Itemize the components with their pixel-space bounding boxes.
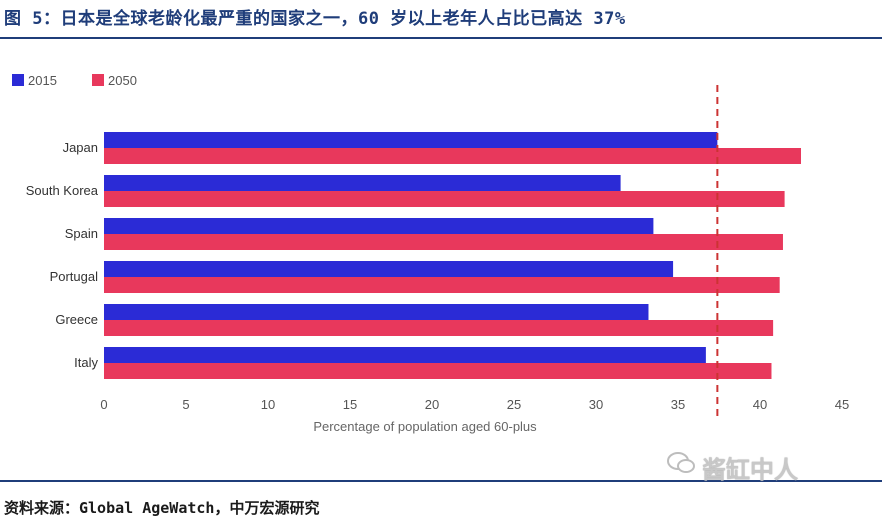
legend-label-2015: 2015 — [28, 73, 57, 88]
bar-japan-2015 — [104, 132, 718, 148]
legend-swatch-2015 — [12, 74, 24, 86]
category-label: Portugal — [50, 269, 99, 284]
bar-south-korea-2050 — [104, 191, 785, 207]
x-tick-label: 0 — [100, 397, 107, 412]
source-rule — [0, 480, 882, 482]
bar-italy-2015 — [104, 347, 706, 363]
legend: 2015 2050 — [12, 73, 137, 88]
bars-group — [104, 132, 801, 379]
source-note: 资料来源：Global AgeWatch，中万宏源研究 — [4, 499, 320, 517]
category-label: Italy — [74, 355, 98, 370]
x-tick-label: 10 — [261, 397, 275, 412]
bar-spain-2050 — [104, 234, 783, 250]
bar-portugal-2015 — [104, 261, 674, 277]
bar-spain-2015 — [104, 218, 654, 234]
x-tick-label: 15 — [343, 397, 357, 412]
watermark-text: 酱缸中人 — [702, 457, 798, 484]
bar-japan-2050 — [104, 148, 801, 164]
figure-title: 图 5：日本是全球老龄化最严重的国家之一，60 岁以上老年人占比已高达 37% — [4, 9, 626, 29]
x-tick-label: 5 — [182, 397, 189, 412]
x-tick-label: 30 — [589, 397, 603, 412]
wechat-icon — [667, 452, 695, 473]
legend-label-2050: 2050 — [108, 73, 137, 88]
bar-greece-2050 — [104, 320, 774, 336]
x-tick-label: 45 — [835, 397, 849, 412]
category-label: South Korea — [26, 183, 99, 198]
category-label: Greece — [55, 312, 98, 327]
x-axis-title: Percentage of population aged 60-plus — [313, 419, 537, 434]
bar-greece-2015 — [104, 304, 649, 320]
category-labels: Japan South Korea Spain Portugal Greece Italy — [26, 140, 99, 370]
bar-italy-2050 — [104, 363, 772, 379]
x-tick-label: 25 — [507, 397, 521, 412]
x-tick-label: 35 — [671, 397, 685, 412]
x-tick-labels: 0 5 10 15 20 25 30 35 40 45 — [100, 397, 849, 412]
bar-south-korea-2015 — [104, 175, 621, 191]
category-label: Japan — [63, 140, 98, 155]
bar-portugal-2050 — [104, 277, 780, 293]
legend-swatch-2050 — [92, 74, 104, 86]
x-tick-label: 20 — [425, 397, 439, 412]
x-tick-label: 40 — [753, 397, 767, 412]
title-rule — [0, 37, 882, 39]
category-label: Spain — [65, 226, 98, 241]
